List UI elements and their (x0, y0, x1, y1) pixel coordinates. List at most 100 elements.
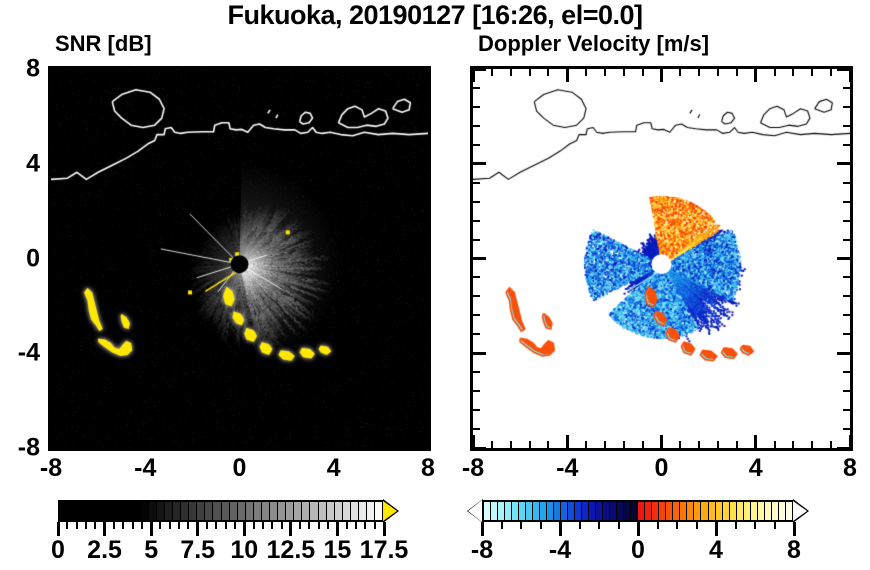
y-minor-tick-left (473, 428, 480, 431)
colorbar-cell (334, 502, 343, 520)
colorbar-cell (617, 502, 625, 520)
colorbar-minor-tick (598, 522, 600, 529)
colorbar-minor-tick (159, 522, 162, 529)
y-major-tick-left (51, 257, 64, 260)
colorbar-minor-tick (94, 522, 97, 529)
colorbar-cell (750, 502, 758, 520)
colorbar-minor-tick (308, 522, 311, 529)
y-minor-tick-right (421, 181, 428, 184)
colorbar-cell (84, 502, 93, 520)
colorbar-minor-tick (656, 522, 659, 529)
y-minor-tick-right (843, 86, 850, 89)
colorbar-minor-tick (75, 522, 78, 529)
colorbar-snr[interactable] (56, 499, 399, 536)
x-minor-tick-bottom (717, 441, 720, 448)
y-minor-tick-left (473, 390, 480, 393)
y-minor-tick-left (473, 143, 480, 146)
y-minor-tick-right (421, 428, 428, 431)
y-minor-tick-left (473, 314, 480, 317)
colorbar-major-tick (382, 522, 386, 536)
x-axis-label: 0 (654, 454, 669, 482)
y-minor-tick-left (473, 105, 480, 108)
colorbar-minor-tick (168, 522, 171, 529)
x-major-tick-top (848, 69, 852, 82)
colorbar-cell (205, 502, 214, 520)
colorbar-cell (729, 502, 737, 520)
colorbar-doppler-tick-label: 0 (631, 536, 645, 564)
x-minor-tick-top (717, 69, 720, 76)
x-minor-tick-bottom (313, 441, 316, 448)
colorbar-cell (181, 502, 190, 520)
colorbar-cell (631, 502, 639, 520)
x-minor-tick-bottom (389, 441, 392, 448)
y-minor-tick-right (843, 124, 850, 127)
colorbar-snr-gradient (58, 500, 384, 522)
colorbar-cell (673, 502, 681, 520)
x-major-tick-top (332, 69, 336, 82)
colorbar-minor-tick (131, 522, 134, 529)
y-minor-tick-right (421, 238, 428, 241)
plot-panel-doppler[interactable] (470, 66, 853, 451)
colorbar-cell (526, 502, 534, 520)
colorbar-minor-tick (520, 522, 522, 529)
x-minor-tick-bottom (68, 441, 71, 448)
y-major-tick-right (837, 162, 850, 166)
y-minor-tick-left (51, 219, 58, 222)
y-minor-tick-left (51, 124, 58, 127)
y-minor-tick-right (843, 105, 850, 108)
colorbar-cell (221, 502, 230, 520)
colorbar-minor-tick (187, 522, 190, 529)
y-minor-tick-right (843, 219, 850, 222)
colorbar-cell (512, 502, 520, 520)
colorbar-doppler-ticks (468, 522, 808, 536)
y-minor-tick-left (473, 295, 480, 298)
plot-panel-snr[interactable] (48, 66, 431, 451)
colorbar-snr-tick-label: 5 (144, 536, 159, 564)
colorbar-major-tick (558, 522, 562, 536)
colorbar-cell (278, 502, 287, 520)
colorbar-cell (680, 502, 688, 520)
colorbar-cell (318, 502, 327, 520)
colorbar-cell (708, 502, 716, 520)
colorbar-cell (519, 502, 527, 520)
y-minor-tick-left (51, 200, 58, 203)
x-minor-tick-bottom (698, 441, 701, 448)
colorbar-doppler-tick-label: -8 (470, 536, 494, 564)
colorbar-major-tick (56, 522, 60, 536)
x-minor-tick-bottom (125, 441, 128, 448)
y-minor-tick-left (51, 428, 58, 431)
colorbar-cell (189, 502, 198, 520)
colorbar-minor-tick (252, 522, 255, 529)
y-axis-label: -4 (17, 338, 40, 367)
y-minor-tick-left (473, 124, 480, 127)
colorbar-major-tick (792, 522, 796, 536)
colorbar-cell (108, 502, 117, 520)
colorbar-cell (68, 502, 77, 520)
y-minor-tick-right (421, 333, 428, 336)
x-minor-tick-bottom (547, 441, 550, 448)
colorbar-cell (350, 502, 359, 520)
x-major-tick-top (49, 69, 53, 82)
colorbar-doppler[interactable] (467, 499, 809, 536)
colorbar-snr-tick-label: 2.5 (87, 536, 122, 564)
x-minor-tick-top (830, 69, 833, 76)
colorbar-cell (76, 502, 85, 520)
colorbar-cell (638, 502, 646, 520)
y-minor-tick-right (843, 409, 850, 412)
y-minor-tick-left (51, 181, 58, 184)
colorbar-cell (237, 502, 246, 520)
y-minor-tick-right (843, 238, 850, 241)
y-minor-tick-left (51, 143, 58, 146)
colorbar-cell (270, 502, 279, 520)
colorbar-snr-tick-label: 10 (230, 536, 259, 564)
colorbar-cell (148, 502, 157, 520)
colorbar-cell (505, 502, 513, 520)
y-minor-tick-right (421, 276, 428, 279)
x-minor-tick-top (773, 69, 776, 76)
colorbar-cell (701, 502, 709, 520)
colorbar-major-tick (335, 522, 339, 536)
x-major-tick-bottom (660, 435, 663, 448)
colorbar-minor-tick (676, 522, 678, 529)
colorbar-cell (498, 502, 506, 520)
x-minor-tick-top (181, 69, 184, 76)
